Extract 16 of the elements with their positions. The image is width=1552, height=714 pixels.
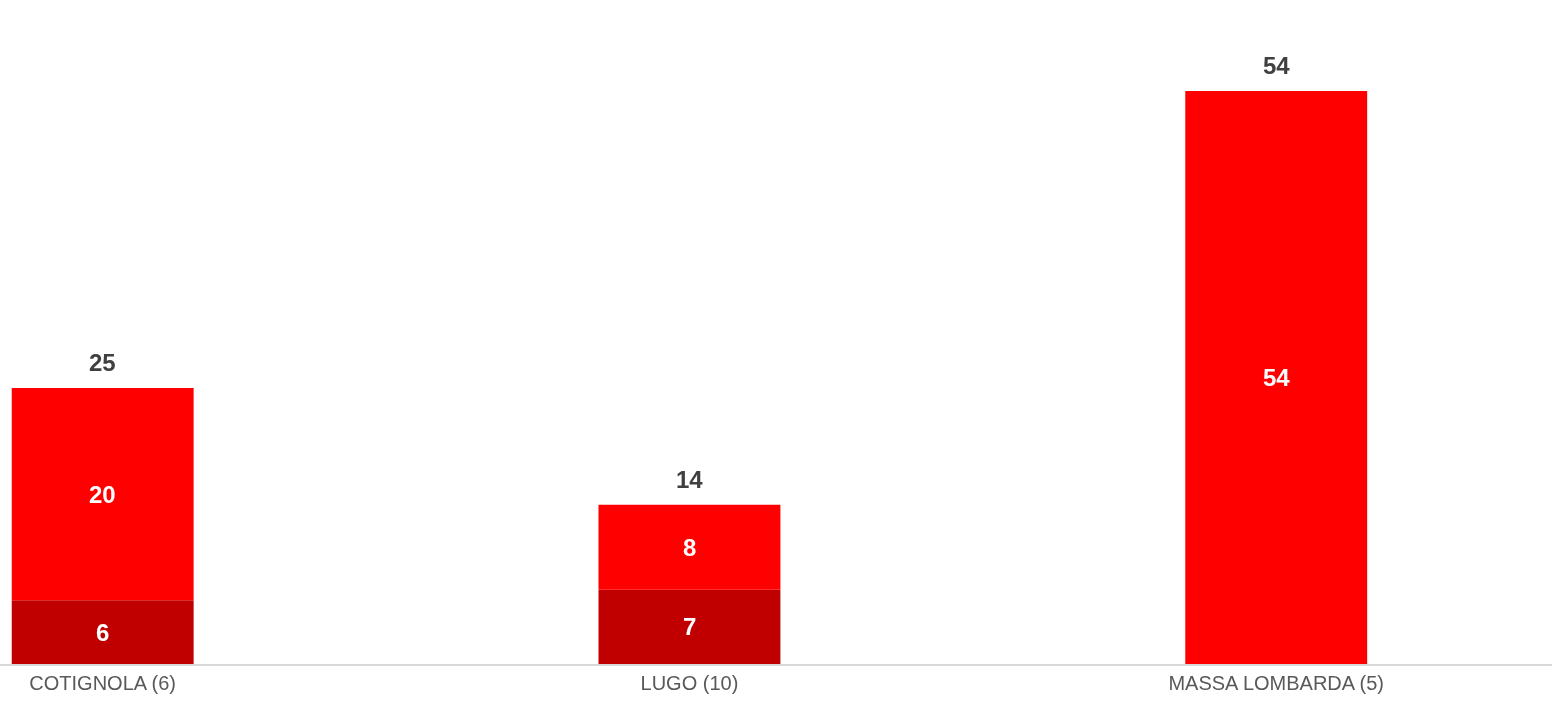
x-tick-label: LUGO (10): [640, 672, 739, 694]
data-label: 20: [89, 481, 116, 508]
bar: [1185, 91, 1368, 664]
x-tick-label: MASSA LOMBARDA (5): [1168, 672, 1385, 694]
data-label: 6: [96, 619, 110, 646]
bar: [598, 589, 781, 664]
total-label: 14: [676, 466, 704, 493]
data-label: 54: [1263, 364, 1291, 391]
data-label: 7: [683, 613, 697, 640]
total-label: 25: [89, 349, 116, 376]
total-label: 54: [1263, 52, 1291, 79]
bar: [598, 504, 781, 590]
x-tick-label: COTIGNOLA (6): [29, 672, 177, 694]
bar: [11, 600, 194, 664]
data-label: 8: [683, 534, 697, 561]
bar: [11, 388, 194, 601]
